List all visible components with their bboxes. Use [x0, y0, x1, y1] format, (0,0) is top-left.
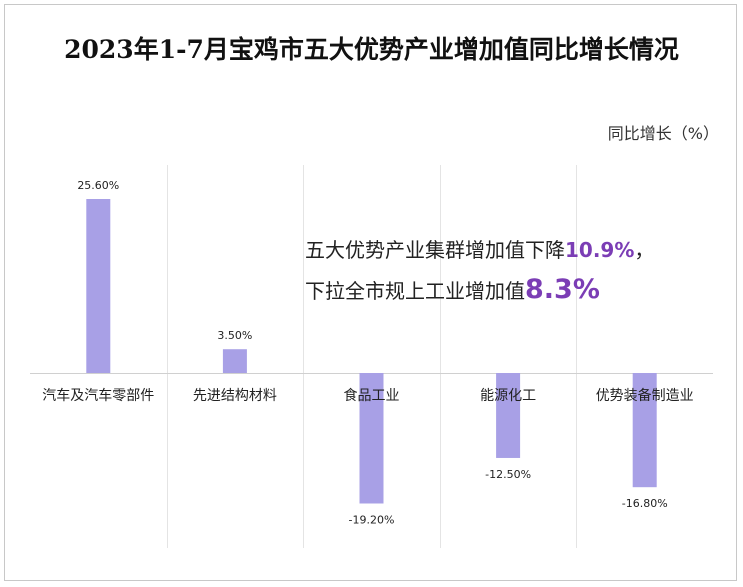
annotation-line-2: 下拉全市规上工业增加值8.3% — [305, 270, 654, 311]
annotation-line-1: 五大优势产业集群增加值下降10.9%， — [305, 230, 654, 270]
data-label-3: -19.20% — [349, 514, 395, 527]
data-label-2: 3.50% — [217, 329, 252, 342]
annotation-suffix-1: ， — [634, 238, 655, 262]
chart-annotation: 五大优势产业集群增加值下降10.9%， 下拉全市规上工业增加值8.3% — [305, 230, 654, 311]
bar-4 — [496, 373, 521, 458]
data-label-4: -12.50% — [485, 468, 531, 481]
bar-1 — [86, 199, 111, 373]
data-label-5: -16.80% — [622, 497, 668, 510]
category-label-4: 能源化工 — [480, 388, 536, 404]
data-label-1: 25.60% — [77, 179, 119, 192]
chart-title: 2023年1-7月宝鸡市五大优势产业增加值同比增长情况 — [64, 35, 679, 64]
annotation-text-1: 五大优势产业集群增加值下降 — [305, 238, 565, 262]
category-label-1: 汽车及汽车零部件 — [42, 387, 154, 404]
category-label-2: 先进结构材料 — [193, 388, 277, 404]
bar-5 — [632, 373, 657, 488]
annotation-value-1: 10.9% — [565, 238, 635, 262]
bar-2 — [222, 349, 247, 373]
annotation-value-2: 8.3% — [525, 274, 600, 305]
y-unit-label: 同比增长（%） — [607, 124, 719, 143]
category-label-5: 优势装备制造业 — [596, 387, 694, 404]
annotation-text-2: 下拉全市规上工业增加值 — [305, 279, 525, 303]
bar-3 — [359, 373, 384, 504]
category-label-3: 食品工业 — [344, 387, 400, 404]
